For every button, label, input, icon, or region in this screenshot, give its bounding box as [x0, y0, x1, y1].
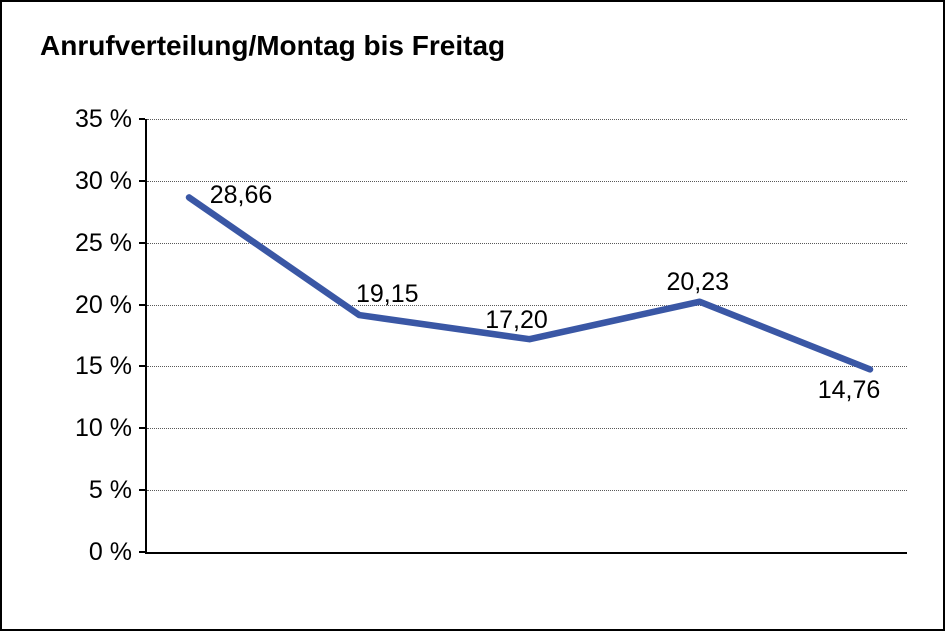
y-tick-label: 30 % — [75, 166, 132, 195]
y-axis-tick-25 — [139, 241, 145, 244]
y-tick-label: 15 % — [75, 352, 132, 381]
y-axis-tick-30 — [139, 179, 145, 182]
y-axis-tick-5 — [139, 489, 145, 492]
gridline-35 — [147, 119, 907, 120]
data-label-montag: 28,66 — [209, 181, 273, 210]
gridline-10 — [147, 428, 907, 430]
y-tick-label: 20 % — [75, 290, 132, 319]
y-tick-label: 0 % — [88, 538, 132, 566]
gridline-20 — [147, 304, 907, 306]
data-label-mittwoch: 17,20 — [485, 306, 548, 335]
y-tick-label: 5 % — [88, 476, 132, 505]
y-axis-tick-15 — [139, 365, 145, 368]
y-axis-tick-20 — [139, 303, 145, 306]
gridline-25 — [147, 242, 907, 244]
y-tick-label: 25 % — [75, 228, 132, 257]
series-line — [185, 194, 874, 373]
y-axis-tick-35 — [139, 118, 145, 120]
plot-area: 0 %5 %10 %15 %20 %25 %30 %35 %MontagDien… — [75, 106, 907, 565]
data-label-donnerstag: 20,23 — [666, 267, 730, 296]
y-axis-tick-10 — [139, 427, 145, 430]
y-axis-tick-0 — [139, 551, 145, 553]
data-label-dienstag: 19,15 — [355, 280, 419, 309]
y-tick-label: 35 % — [75, 105, 132, 133]
y-axis-line — [145, 119, 147, 554]
gridline-30 — [147, 180, 907, 182]
gridline-15 — [147, 366, 907, 368]
y-tick-label: 10 % — [75, 414, 132, 443]
data-line-layer — [185, 194, 874, 373]
chart-title: Anrufverteilung/Montag bis Freitag — [40, 30, 506, 61]
data-label-freitag: 14,76 — [817, 376, 881, 405]
gridline-5 — [147, 490, 907, 492]
x-axis-line — [145, 552, 907, 554]
